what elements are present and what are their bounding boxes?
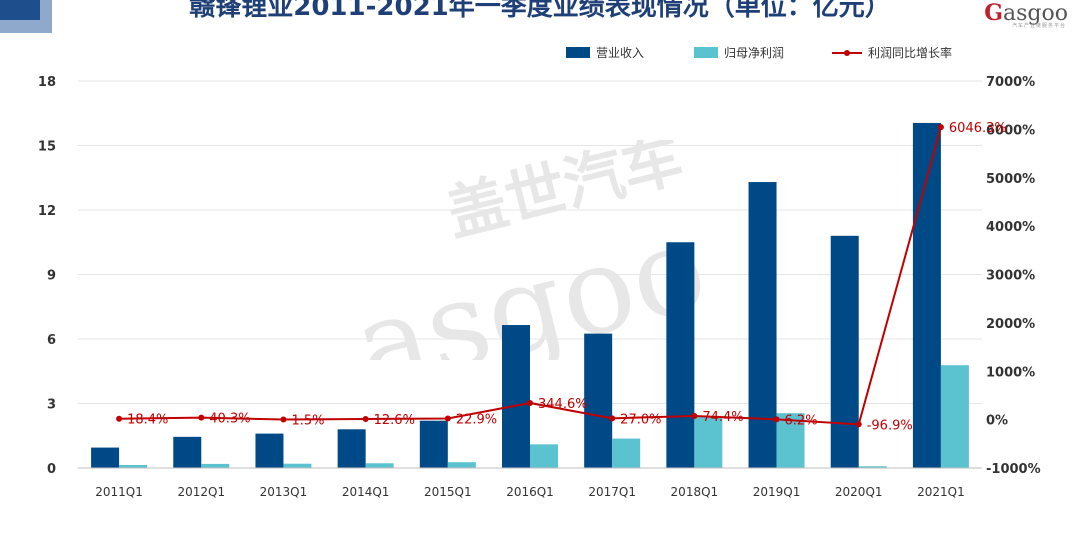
left-tick-label: 12 bbox=[38, 204, 56, 219]
legend-growth-label: 利润同比增长率 bbox=[868, 45, 952, 60]
growth-point bbox=[116, 415, 123, 422]
brand-logo: Gasgoo bbox=[984, 0, 1068, 26]
right-tick-label: 5000% bbox=[986, 172, 1035, 187]
revenue-bar bbox=[337, 429, 366, 468]
revenue-bar bbox=[419, 420, 448, 468]
growth-point bbox=[609, 415, 616, 422]
logo-g-icon: G bbox=[984, 0, 1004, 26]
profit-bar bbox=[694, 416, 723, 468]
revenue-bar bbox=[830, 235, 859, 468]
growth-data-label: -96.9% bbox=[867, 418, 913, 433]
left-tick-label: 15 bbox=[38, 140, 56, 155]
legend-revenue-label: 营业收入 bbox=[596, 46, 644, 60]
growth-data-label: 6046.3% bbox=[949, 121, 1007, 136]
growth-point bbox=[198, 414, 205, 421]
revenue-bar bbox=[748, 182, 777, 469]
legend-growth-marker bbox=[844, 50, 850, 56]
x-tick-label: 2020Q1 bbox=[835, 485, 883, 499]
growth-data-label: 12.6% bbox=[374, 413, 415, 428]
profit-bar bbox=[201, 463, 230, 468]
growth-data-label: 27.0% bbox=[620, 412, 661, 427]
profit-bar bbox=[612, 438, 641, 468]
revenue-bar bbox=[666, 242, 695, 468]
revenue-bar bbox=[173, 436, 202, 468]
right-tick-label: 1000% bbox=[986, 365, 1035, 380]
growth-data-label: 40.3% bbox=[209, 412, 250, 427]
revenue-bar bbox=[255, 433, 284, 468]
right-tick-label: 6000% bbox=[986, 123, 1035, 138]
right-tick-label: 7000% bbox=[986, 75, 1035, 90]
profit-bar bbox=[119, 464, 148, 468]
right-axis: -1000% 0% 1000% 2000% 3000% 4000% 5000% 6000% 70… bbox=[986, 75, 1041, 477]
right-tick-label: 3000% bbox=[986, 269, 1035, 284]
corner-decoration-dark bbox=[0, 0, 40, 20]
x-tick-label: 2011Q1 bbox=[95, 485, 143, 499]
x-tick-label: 2018Q1 bbox=[671, 485, 719, 499]
x-tick-label: 2021Q1 bbox=[917, 485, 965, 499]
profit-bar bbox=[283, 463, 312, 468]
growth-data-label: 6.2% bbox=[785, 413, 818, 428]
profit-bar bbox=[858, 466, 887, 468]
left-tick-label: 3 bbox=[47, 398, 56, 413]
revenue-bar bbox=[584, 333, 613, 468]
growth-data-label: 22.9% bbox=[456, 413, 497, 428]
legend-revenue-swatch bbox=[566, 47, 590, 58]
growth-point bbox=[773, 416, 780, 423]
x-tick-label: 2019Q1 bbox=[753, 485, 801, 499]
growth-data-label: 18.4% bbox=[127, 413, 168, 428]
growth-point bbox=[937, 124, 944, 131]
growth-point bbox=[855, 421, 862, 428]
legend: 营业收入 归母净利润 利润同比增长率 bbox=[566, 45, 952, 60]
left-tick-label: 9 bbox=[47, 269, 56, 284]
right-tick-label: 0% bbox=[986, 414, 1008, 429]
growth-point bbox=[444, 415, 451, 422]
revenue-bar bbox=[502, 325, 530, 468]
growth-point bbox=[280, 416, 287, 423]
growth-point bbox=[691, 413, 698, 420]
x-tick-label: 2015Q1 bbox=[424, 485, 472, 499]
profit-bar bbox=[365, 463, 394, 468]
x-tick-label: 2013Q1 bbox=[260, 485, 308, 499]
right-tick-label: -1000% bbox=[986, 462, 1041, 477]
x-tick-label: 2017Q1 bbox=[588, 485, 636, 499]
growth-line: 18.4% 40.3% 1.5% 12.6% 22.9% 344.6% 27.0% 74.4%… bbox=[116, 121, 1007, 433]
profit-bar bbox=[447, 462, 476, 468]
bars bbox=[91, 122, 969, 469]
x-tick-label: 2014Q1 bbox=[342, 485, 390, 499]
profit-bar bbox=[776, 413, 805, 468]
profit-bar bbox=[530, 444, 558, 468]
logo-subtitle: 汽车产业链服务平台 bbox=[1011, 23, 1066, 29]
right-tick-label: 2000% bbox=[986, 317, 1035, 332]
profit-bar bbox=[940, 365, 969, 468]
growth-point bbox=[362, 416, 369, 423]
growth-data-label: 344.6% bbox=[538, 397, 588, 412]
revenue-bar bbox=[91, 447, 120, 468]
left-tick-label: 18 bbox=[38, 75, 56, 90]
legend-profit-label: 归母净利润 bbox=[724, 46, 784, 60]
x-axis: 2011Q1 2012Q1 2013Q1 2014Q1 2015Q1 2016Q1 2017… bbox=[78, 467, 982, 499]
x-tick-label: 2012Q1 bbox=[177, 485, 225, 499]
left-tick-label: 6 bbox=[47, 333, 56, 348]
growth-data-label: 1.5% bbox=[291, 414, 324, 429]
left-axis: 0 3 6 9 12 15 18 bbox=[38, 75, 56, 477]
growth-data-label: 74.4% bbox=[702, 410, 743, 425]
left-tick-label: 0 bbox=[47, 462, 56, 477]
logo-text: asgoo bbox=[1003, 1, 1068, 26]
x-tick-label: 2016Q1 bbox=[506, 485, 554, 499]
right-tick-label: 4000% bbox=[986, 220, 1035, 235]
chart-title: 赣锋锂业2011-2021年一季度业绩表现情况（单位：亿元） bbox=[189, 0, 891, 22]
legend-profit-swatch bbox=[694, 47, 718, 58]
growth-point bbox=[527, 399, 533, 406]
